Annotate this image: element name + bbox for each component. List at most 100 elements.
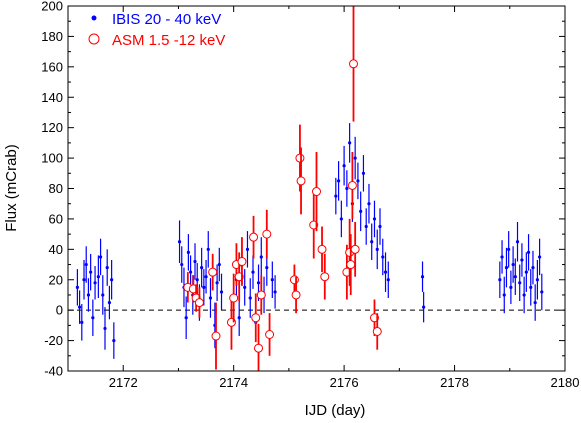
x-tick-label: 2180 bbox=[551, 375, 580, 390]
ibis-marker bbox=[361, 171, 366, 175]
ibis-marker bbox=[75, 285, 79, 289]
y-tick-label: -20 bbox=[44, 333, 63, 348]
asm-point bbox=[372, 313, 382, 350]
ibis-marker bbox=[342, 164, 346, 168]
ibis-point bbox=[200, 247, 204, 288]
ibis-marker bbox=[84, 262, 88, 267]
y-tick-label: 80 bbox=[49, 181, 63, 196]
ibis-marker bbox=[372, 217, 377, 221]
asm-marker bbox=[208, 267, 218, 277]
asm-marker bbox=[256, 290, 266, 300]
ibis-point bbox=[273, 275, 277, 309]
asm-point bbox=[229, 273, 239, 323]
ibis-marker bbox=[502, 293, 506, 297]
ibis-point bbox=[270, 261, 274, 298]
ibis-point bbox=[206, 231, 210, 268]
ibis-point bbox=[103, 307, 107, 350]
ibis-marker bbox=[422, 305, 426, 309]
ibis-point bbox=[91, 299, 95, 337]
ibis-marker bbox=[177, 240, 182, 244]
ibis-point bbox=[386, 261, 390, 298]
ibis-marker bbox=[540, 290, 544, 294]
ibis-marker bbox=[107, 300, 112, 305]
ibis-marker bbox=[513, 275, 517, 279]
ibis-marker bbox=[420, 275, 425, 279]
ibis-marker bbox=[200, 265, 204, 270]
ibis-point bbox=[101, 275, 105, 315]
ibis-point bbox=[259, 237, 263, 277]
ibis-marker bbox=[511, 262, 515, 267]
ibis-marker bbox=[188, 270, 193, 274]
ibis-point bbox=[251, 255, 255, 289]
y-tick-label: 180 bbox=[41, 29, 63, 44]
ibis-marker bbox=[518, 281, 522, 285]
ibis-marker bbox=[98, 255, 103, 259]
ibis-point bbox=[342, 145, 346, 186]
asm-marker bbox=[312, 187, 321, 197]
ibis-marker bbox=[524, 270, 528, 274]
y-tick-label: 0 bbox=[56, 303, 63, 318]
ibis-point bbox=[526, 234, 531, 271]
ibis-point bbox=[89, 253, 93, 291]
asm-marker bbox=[295, 153, 305, 163]
ibis-point bbox=[184, 296, 188, 340]
ibis-point bbox=[217, 247, 221, 282]
ibis-point bbox=[237, 299, 241, 337]
ibis-marker bbox=[498, 278, 502, 282]
ibis-point bbox=[513, 258, 517, 295]
asm-point bbox=[346, 234, 356, 295]
ibis-point bbox=[82, 259, 86, 300]
ibis-point bbox=[112, 322, 116, 359]
ibis-point bbox=[515, 221, 520, 262]
ibis-point bbox=[86, 278, 91, 312]
ibis-point bbox=[522, 276, 526, 314]
asm-point bbox=[249, 215, 259, 259]
asm-marker bbox=[211, 331, 221, 341]
ibis-marker bbox=[500, 255, 504, 259]
ibis-point bbox=[367, 183, 371, 224]
asm-marker bbox=[317, 244, 327, 254]
ibis-marker bbox=[219, 290, 224, 294]
ibis-point bbox=[202, 269, 206, 306]
ibis-point bbox=[193, 243, 197, 280]
asm-point bbox=[211, 302, 221, 370]
ibis-marker bbox=[256, 281, 261, 285]
ibis-point bbox=[356, 162, 360, 200]
y-tick-label: 40 bbox=[49, 242, 63, 257]
ibis-marker bbox=[248, 296, 252, 300]
y-tick-label: 160 bbox=[41, 59, 63, 74]
ibis-marker bbox=[208, 296, 213, 300]
series-asm bbox=[183, 6, 382, 371]
ibis-point bbox=[370, 223, 374, 260]
ibis-marker bbox=[101, 293, 105, 297]
ibis-point bbox=[531, 250, 535, 285]
ibis-marker bbox=[529, 285, 533, 289]
ibis-point bbox=[345, 170, 349, 207]
ibis-marker bbox=[96, 275, 100, 279]
ibis-point bbox=[504, 247, 509, 288]
ibis-point bbox=[502, 276, 506, 314]
ibis-point bbox=[537, 238, 542, 276]
ibis-marker bbox=[531, 265, 535, 270]
ibis-point bbox=[208, 278, 213, 318]
ibis-marker bbox=[381, 255, 385, 259]
ibis-point bbox=[500, 240, 504, 274]
asm-marker bbox=[262, 229, 272, 239]
ibis-marker bbox=[345, 186, 349, 191]
ibis-marker bbox=[364, 224, 368, 229]
ibis-marker bbox=[243, 285, 247, 289]
ibis-point bbox=[498, 261, 502, 298]
asm-point bbox=[208, 253, 218, 291]
asm-marker bbox=[194, 298, 204, 308]
legend-label-ibis: IBIS 20 - 40 keV bbox=[112, 11, 221, 28]
ibis-point bbox=[105, 249, 109, 286]
ibis-point bbox=[509, 270, 513, 305]
ibis-point bbox=[420, 261, 425, 292]
ibis-marker bbox=[375, 247, 379, 251]
asm-marker bbox=[251, 313, 261, 323]
ibis-point bbox=[364, 208, 368, 245]
asm-marker bbox=[347, 180, 357, 190]
ibis-point bbox=[219, 273, 224, 311]
asm-marker bbox=[296, 176, 306, 186]
ibis-marker bbox=[186, 250, 190, 254]
